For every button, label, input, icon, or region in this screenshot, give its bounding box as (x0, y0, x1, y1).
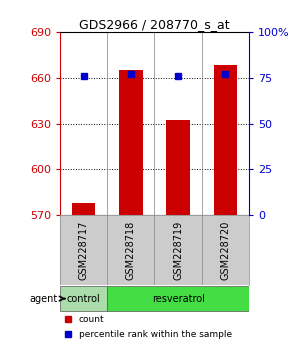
Bar (214, 65, 237, 215)
Text: resveratrol: resveratrol (152, 293, 205, 304)
Bar (107, 286, 249, 311)
Text: GSM228718: GSM228718 (126, 221, 136, 280)
Bar (72, 203, 95, 215)
Text: GSM228719: GSM228719 (173, 221, 183, 280)
Bar (119, 70, 143, 215)
Text: percentile rank within the sample: percentile rank within the sample (79, 330, 232, 339)
Text: GSM228720: GSM228720 (220, 220, 230, 280)
Text: control: control (67, 293, 100, 304)
Text: count: count (79, 315, 104, 324)
Bar (60, 286, 107, 311)
Text: agent: agent (30, 293, 58, 304)
Title: GDS2966 / 208770_s_at: GDS2966 / 208770_s_at (79, 18, 230, 31)
Bar (166, 120, 190, 215)
Text: GSM228717: GSM228717 (79, 220, 88, 280)
